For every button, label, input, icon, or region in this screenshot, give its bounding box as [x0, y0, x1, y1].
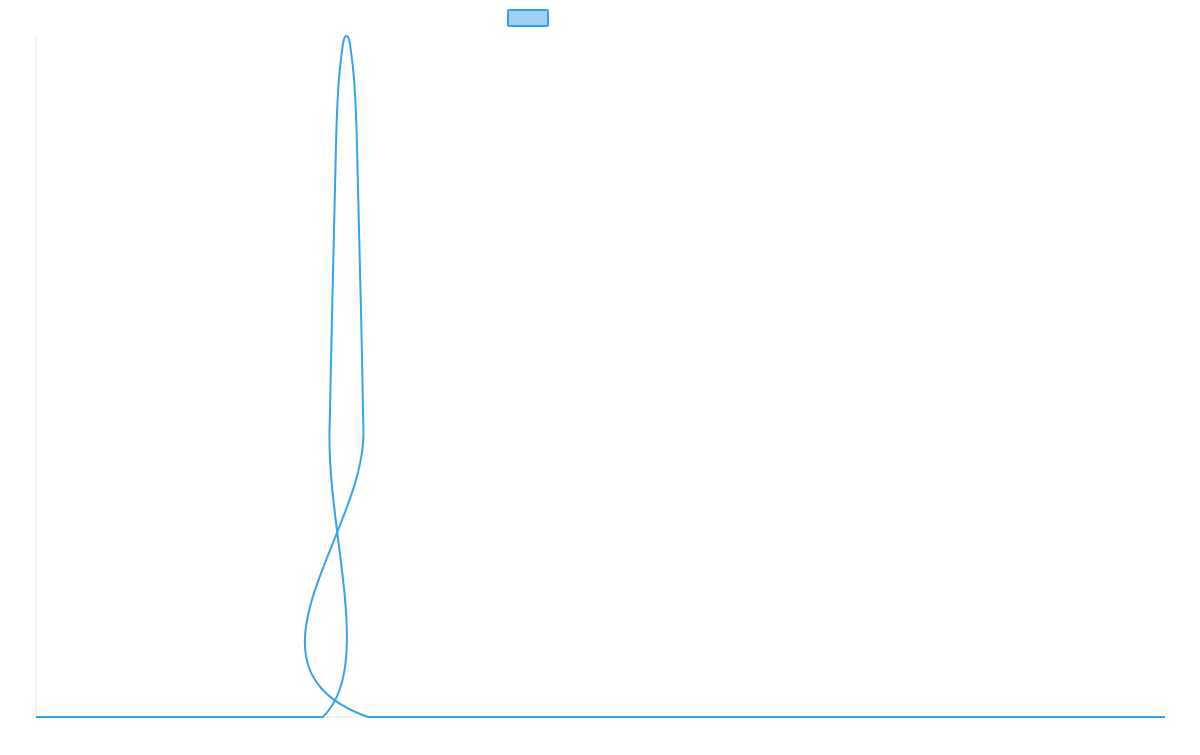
series-layer	[33, 33, 1168, 720]
data-point[interactable]	[320, 714, 326, 720]
data-point[interactable]	[33, 714, 39, 720]
series-line-0[interactable]	[36, 35, 1165, 718]
data-point[interactable]	[365, 714, 371, 720]
legend[interactable]	[507, 9, 549, 27]
data-point[interactable]	[333, 128, 339, 134]
data-point[interactable]	[327, 428, 333, 434]
data-point[interactable]	[360, 428, 366, 434]
data-point[interactable]	[354, 128, 360, 134]
data-point[interactable]	[340, 40, 346, 46]
legend-swatch[interactable]	[507, 9, 549, 27]
data-point[interactable]	[343, 33, 349, 39]
data-point[interactable]	[347, 40, 353, 46]
data-point[interactable]	[1162, 714, 1168, 720]
